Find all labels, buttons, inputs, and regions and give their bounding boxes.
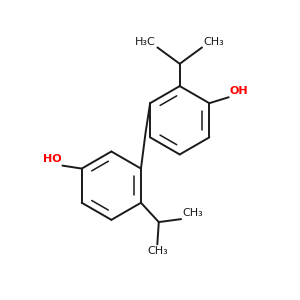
Text: CH₃: CH₃ xyxy=(147,246,168,256)
Text: CH₃: CH₃ xyxy=(182,208,203,218)
Text: OH: OH xyxy=(229,86,248,96)
Text: H₃C: H₃C xyxy=(135,37,156,46)
Text: CH₃: CH₃ xyxy=(203,37,224,46)
Text: HO: HO xyxy=(43,154,62,164)
